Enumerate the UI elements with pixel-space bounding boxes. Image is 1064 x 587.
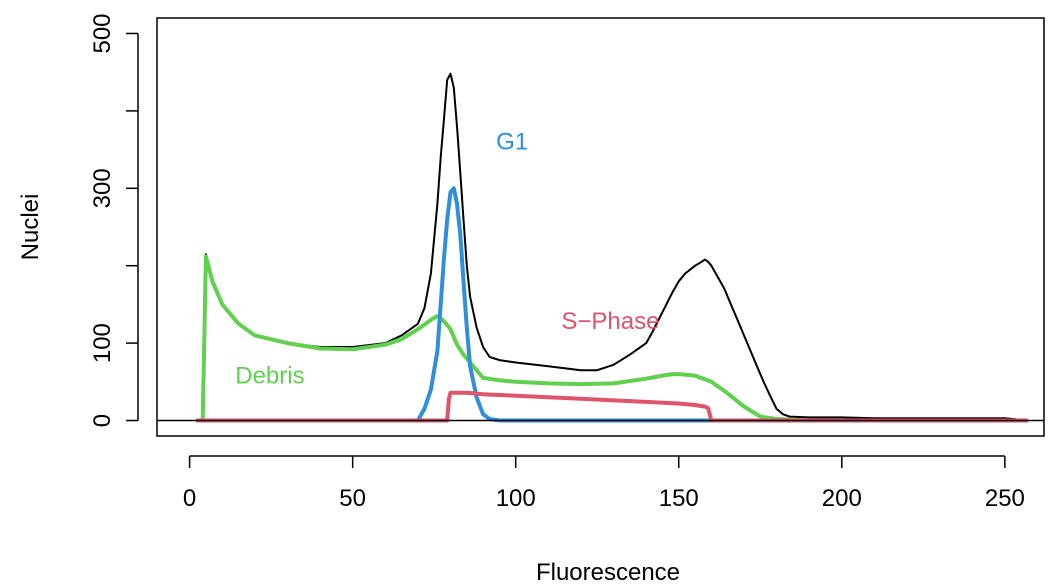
plot-box: [156, 17, 1045, 437]
series-layer: [196, 72, 1028, 423]
x-tick-label: 250: [985, 485, 1025, 512]
x-axis-label: Fluorescence: [536, 559, 680, 586]
annotation-layer: G1 S−Phase Debris: [235, 129, 659, 390]
y-axis: 0 100 300 500: [89, 13, 139, 427]
y-tick-label: 500: [89, 13, 116, 53]
x-tick-label: 100: [496, 485, 536, 512]
x-tick-label: 200: [822, 485, 862, 512]
x-tick-label: 0: [183, 485, 196, 512]
x-tick-label: 50: [339, 485, 366, 512]
series-line-2: [196, 186, 1028, 423]
series-annotation: Debris: [235, 362, 304, 389]
y-tick-label: 0: [89, 414, 116, 427]
y-axis-label: Nuclei: [17, 194, 44, 261]
y-tick-label: 100: [89, 323, 116, 363]
series-line-0: [196, 72, 1028, 422]
series-line-3: [196, 390, 1028, 423]
x-axis: 0 50 100 150 200 250: [183, 455, 1025, 512]
series-annotation: G1: [496, 129, 528, 156]
y-tick-label: 300: [89, 168, 116, 208]
x-tick-label: 150: [659, 485, 699, 512]
series-annotation: S−Phase: [561, 308, 659, 335]
series-line-1: [196, 254, 1028, 423]
